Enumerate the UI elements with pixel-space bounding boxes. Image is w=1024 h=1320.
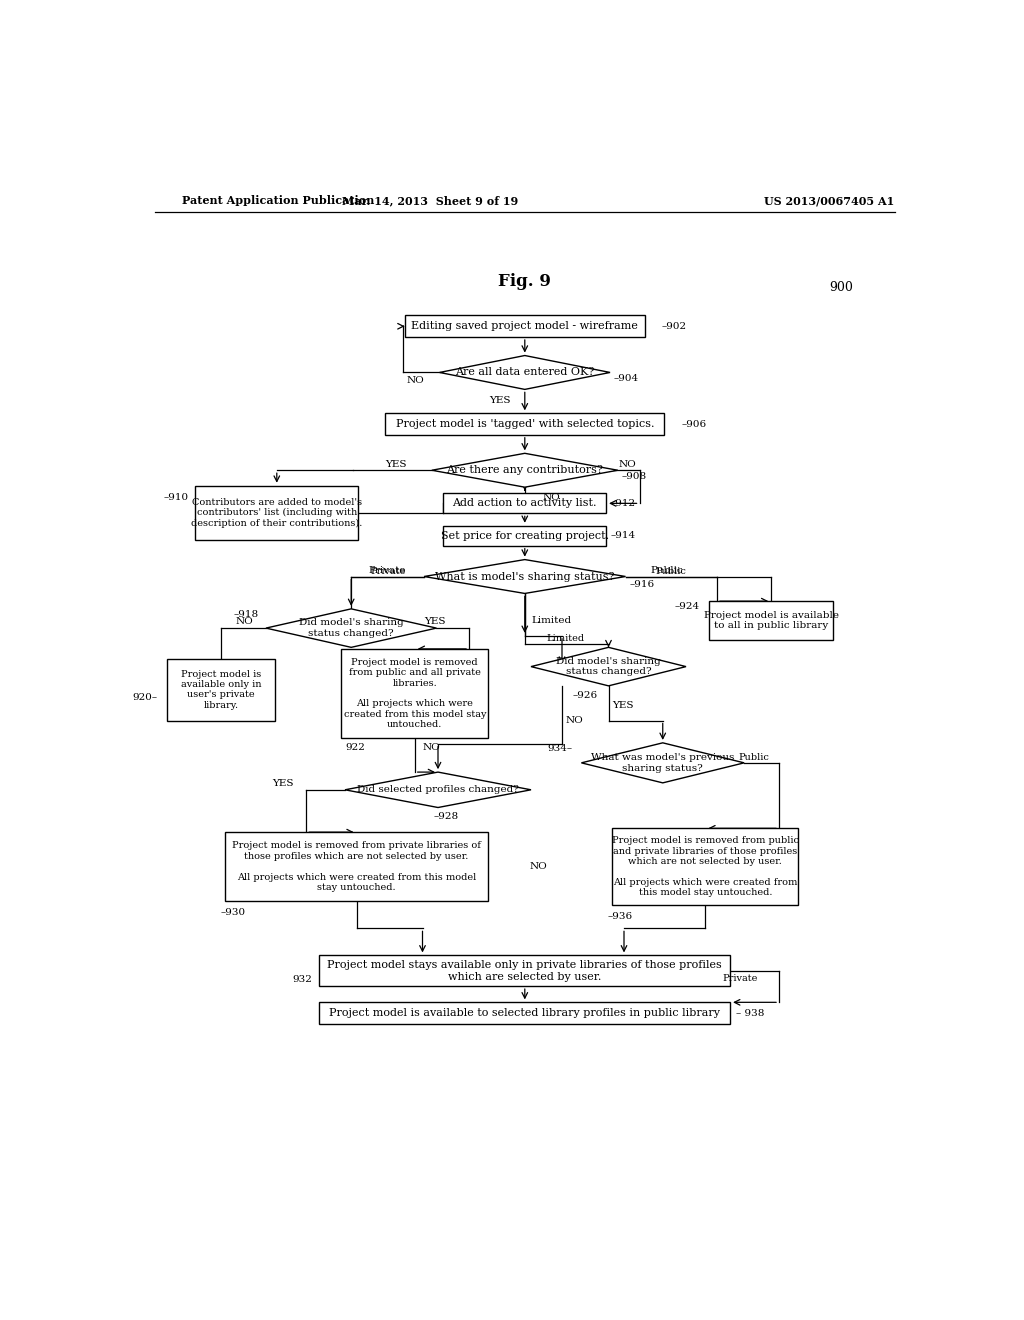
Text: Project model is 'tagged' with selected topics.: Project model is 'tagged' with selected …: [395, 418, 654, 429]
Polygon shape: [266, 609, 436, 647]
Text: –906: –906: [681, 420, 707, 429]
Text: Are there any contributors?: Are there any contributors?: [446, 465, 603, 475]
Text: Limited: Limited: [547, 635, 585, 643]
FancyBboxPatch shape: [319, 1002, 730, 1024]
Text: NO: NO: [407, 376, 425, 384]
Text: Private: Private: [723, 974, 758, 983]
Text: 922: 922: [345, 743, 365, 751]
FancyBboxPatch shape: [196, 486, 358, 540]
Text: Project model stays available only in private libraries of those profiles
which : Project model stays available only in pr…: [328, 960, 722, 982]
Text: Private: Private: [370, 566, 406, 576]
Text: 900: 900: [829, 281, 853, 294]
Polygon shape: [582, 743, 744, 783]
Text: Did model's sharing
status changed?: Did model's sharing status changed?: [299, 618, 403, 638]
FancyBboxPatch shape: [710, 601, 834, 640]
Text: Private: Private: [369, 566, 407, 574]
Text: Did selected profiles changed?: Did selected profiles changed?: [357, 785, 519, 795]
Text: Contributors are added to model's
contributors' list (including with
description: Contributors are added to model's contri…: [191, 498, 362, 528]
Text: US 2013/0067405 A1: US 2013/0067405 A1: [764, 195, 894, 206]
Text: –926: –926: [572, 690, 598, 700]
Text: Project model is
available only in
user's private
library.: Project model is available only in user'…: [181, 669, 261, 710]
Text: 934–: 934–: [547, 744, 572, 754]
Text: –918: –918: [234, 610, 259, 619]
Text: –928: –928: [433, 812, 459, 821]
Text: YES: YES: [424, 618, 445, 627]
Text: –912: –912: [610, 499, 635, 508]
FancyBboxPatch shape: [385, 413, 665, 434]
Text: Public: Public: [650, 566, 683, 574]
Text: YES: YES: [385, 461, 407, 470]
Text: Are all data entered OK?: Are all data entered OK?: [455, 367, 595, 378]
Polygon shape: [439, 355, 610, 389]
FancyBboxPatch shape: [443, 494, 606, 513]
Text: Editing saved project model - wireframe: Editing saved project model - wireframe: [412, 321, 638, 331]
Text: – 938: – 938: [736, 1008, 765, 1018]
FancyBboxPatch shape: [404, 315, 645, 337]
FancyBboxPatch shape: [443, 525, 606, 545]
Text: NO: NO: [529, 862, 548, 871]
Text: –930: –930: [220, 908, 245, 916]
Text: 932: 932: [293, 975, 312, 985]
Text: YES: YES: [489, 396, 511, 405]
Polygon shape: [424, 560, 626, 594]
Text: Add action to activity list.: Add action to activity list.: [453, 499, 597, 508]
Text: NO: NO: [566, 715, 584, 725]
FancyBboxPatch shape: [319, 956, 730, 986]
Text: Set price for creating project.: Set price for creating project.: [440, 531, 609, 541]
Text: Project model is removed from public
and private libraries of those profiles
whi: Project model is removed from public and…: [612, 837, 799, 898]
Text: Project model is available
to all in public library: Project model is available to all in pub…: [703, 611, 839, 630]
Text: What is model's sharing status?: What is model's sharing status?: [435, 572, 614, 582]
Text: Limited: Limited: [531, 616, 571, 624]
Text: NO: NO: [236, 618, 253, 627]
Text: Public: Public: [738, 752, 770, 762]
Text: –924: –924: [675, 602, 700, 611]
Polygon shape: [345, 772, 531, 808]
Text: Project model is available to selected library profiles in public library: Project model is available to selected l…: [330, 1008, 720, 1018]
FancyBboxPatch shape: [612, 829, 799, 906]
Text: Public: Public: [655, 566, 686, 576]
Text: What was model's previous
sharing status?: What was model's previous sharing status…: [591, 754, 734, 772]
FancyBboxPatch shape: [341, 649, 488, 738]
Text: –916: –916: [630, 579, 654, 589]
Text: –908: –908: [622, 473, 647, 480]
Text: –910: –910: [164, 492, 188, 502]
Text: –936: –936: [607, 912, 633, 920]
Text: NO: NO: [423, 743, 440, 752]
Text: YES: YES: [272, 779, 294, 788]
Text: NO: NO: [618, 461, 637, 470]
Text: –904: –904: [614, 374, 639, 383]
FancyBboxPatch shape: [225, 832, 488, 902]
Text: Project model is removed from private libraries of
those profiles which are not : Project model is removed from private li…: [232, 842, 481, 892]
Text: –902: –902: [662, 322, 687, 331]
Text: –914: –914: [610, 531, 635, 540]
Text: NO: NO: [543, 492, 560, 502]
FancyBboxPatch shape: [167, 659, 275, 721]
Text: Mar. 14, 2013  Sheet 9 of 19: Mar. 14, 2013 Sheet 9 of 19: [342, 195, 518, 206]
Text: 920–: 920–: [132, 693, 158, 702]
Polygon shape: [531, 647, 686, 686]
Polygon shape: [432, 453, 617, 487]
Text: Fig. 9: Fig. 9: [499, 273, 551, 290]
Text: Patent Application Publication: Patent Application Publication: [182, 195, 375, 206]
Text: YES: YES: [612, 701, 634, 710]
Text: Did model's sharing
status changed?: Did model's sharing status changed?: [556, 657, 660, 676]
Text: Project model is removed
from public and all private
libraries.

All projects wh: Project model is removed from public and…: [343, 657, 486, 729]
